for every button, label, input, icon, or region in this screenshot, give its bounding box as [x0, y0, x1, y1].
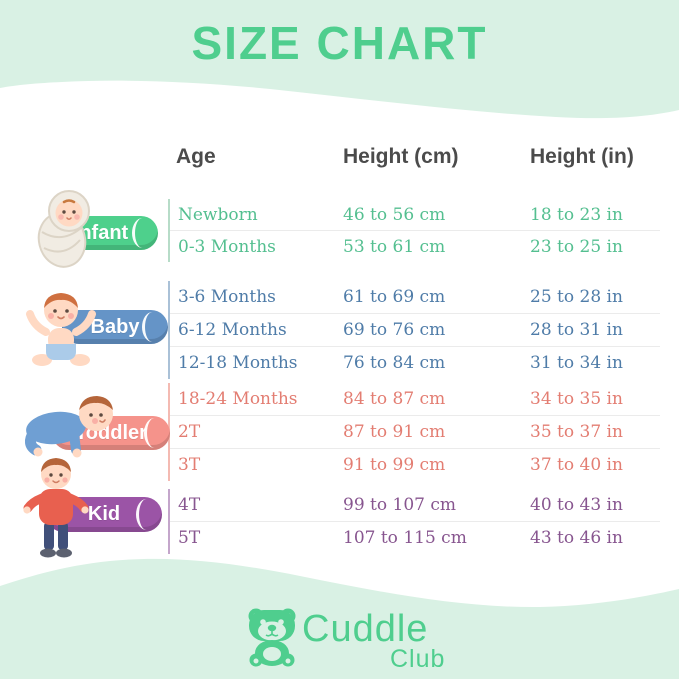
height-in-cell: 28 to 31 in [530, 320, 623, 340]
height-in-cell: 25 to 28 in [530, 287, 623, 307]
column-header-height-in: Height (in) [530, 145, 634, 168]
age-cell: 3T [178, 455, 201, 475]
group-label: Kid [87, 503, 121, 525]
baby-pill-label: Baby [62, 310, 168, 344]
height-in-cell: 40 to 43 in [530, 495, 623, 515]
age-cell: 18-24 Months [178, 389, 298, 409]
bottom-wave-decoration [0, 558, 679, 679]
sitting-baby-illustration [26, 293, 96, 366]
column-header-age: Age [176, 145, 216, 168]
baby-rows: 3-6 Months 61 to 69 cm 25 to 28 in 6-12 … [168, 281, 660, 379]
age-cell: Newborn [178, 204, 258, 225]
table-header-row: Age Height (cm) Height (in) [168, 142, 658, 172]
height-in-cell: 35 to 37 in [530, 422, 623, 442]
height-cm-cell: 99 to 107 cm [343, 495, 456, 515]
table-row: 0-3 Months 53 to 61 cm 23 to 25 in [170, 231, 660, 262]
standing-kid-illustration [23, 458, 89, 558]
teddy-bear-icon [248, 608, 296, 667]
height-cm-cell: 107 to 115 cm [343, 528, 467, 548]
height-in-cell: 31 to 34 in [530, 353, 623, 373]
kid-rows: 4T 99 to 107 cm 40 to 43 in 5T 107 to 11… [168, 489, 660, 554]
top-wave-decoration [0, 0, 679, 119]
height-cm-cell: 53 to 61 cm [343, 236, 446, 257]
age-cell: 3-6 Months [178, 287, 276, 307]
brand-name: Cuddle [302, 608, 429, 650]
height-cm-cell: 61 to 69 cm [343, 287, 446, 307]
age-cell: 4T [178, 495, 201, 515]
table-row: 4T 99 to 107 cm 40 to 43 in [170, 489, 660, 522]
height-in-cell: 37 to 40 in [530, 455, 623, 475]
height-in-cell: 43 to 46 in [530, 528, 623, 548]
crawling-toddler-illustration [25, 396, 113, 458]
brand-subname: Club [390, 645, 446, 673]
table-row: 6-12 Months 69 to 76 cm 28 to 31 in [170, 314, 660, 347]
height-cm-cell: 91 to 99 cm [343, 455, 446, 475]
age-cell: 6-12 Months [178, 320, 287, 340]
height-in-cell: 34 to 35 in [530, 389, 623, 409]
infant-rows: Newborn 46 to 56 cm 18 to 23 in 0-3 Mont… [168, 199, 660, 262]
height-in-cell: 18 to 23 in [530, 204, 623, 225]
age-cell: 2T [178, 422, 201, 442]
table-row: 18-24 Months 84 to 87 cm 34 to 35 in [170, 383, 660, 416]
toddler-rows: 18-24 Months 84 to 87 cm 34 to 35 in 2T … [168, 383, 660, 481]
table-row: 3-6 Months 61 to 69 cm 25 to 28 in [170, 281, 660, 314]
height-in-cell: 23 to 25 in [530, 236, 623, 257]
page-title: SIZE CHART [191, 17, 488, 69]
group-label: Infant [73, 221, 129, 244]
age-cell: 12-18 Months [178, 353, 298, 373]
column-header-height-cm: Height (cm) [343, 145, 459, 168]
table-row: 2T 87 to 91 cm 35 to 37 in [170, 416, 660, 449]
height-cm-cell: 46 to 56 cm [343, 204, 446, 225]
height-cm-cell: 84 to 87 cm [343, 389, 446, 409]
height-cm-cell: 69 to 76 cm [343, 320, 446, 340]
age-cell: 0-3 Months [178, 236, 276, 257]
height-cm-cell: 87 to 91 cm [343, 422, 446, 442]
group-label: Baby [90, 315, 140, 338]
table-row: Newborn 46 to 56 cm 18 to 23 in [170, 199, 660, 231]
height-cm-cell: 76 to 84 cm [343, 353, 446, 373]
table-row: 5T 107 to 115 cm 43 to 46 in [170, 522, 660, 554]
age-cell: 5T [178, 528, 201, 548]
swaddled-infant-illustration [37, 190, 90, 268]
table-row: 12-18 Months 76 to 84 cm 31 to 34 in [170, 347, 660, 379]
table-row: 3T 91 to 99 cm 37 to 40 in [170, 449, 660, 481]
